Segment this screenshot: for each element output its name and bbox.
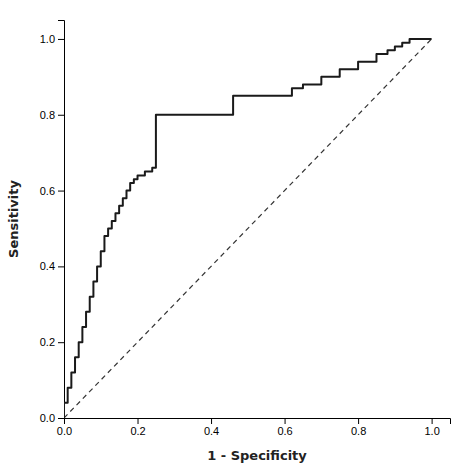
- y-axis-tick-mark: [58, 418, 64, 419]
- y-axis-tick: 0.2: [40, 336, 64, 348]
- y-axis-tick: 0.0: [40, 412, 64, 424]
- y-axis-title: Sensitivity: [6, 180, 21, 258]
- x-axis-tick-label: 0.4: [204, 425, 219, 437]
- y-axis-tick-label: 0.6: [40, 185, 55, 197]
- y-axis-tick: 1.0: [40, 33, 64, 45]
- x-axis-tick-label: 0.8: [351, 425, 366, 437]
- x-axis-tick: 1.0: [424, 418, 439, 437]
- chart: 0.0 0.2 0.4 0.6 0.8 1.0 0.0 0.2 0.4 0.6 0.8 1.0 1 - …: [0, 0, 474, 474]
- y-axis-tick-mark: [58, 266, 64, 267]
- x-axis-tick-mark: [138, 418, 139, 424]
- x-axis-tick: 0.2: [130, 418, 145, 437]
- y-axis-tick-label: 0.4: [40, 260, 55, 272]
- x-axis-tick-label: 1.0: [424, 425, 439, 437]
- x-axis-tick-mark: [358, 418, 359, 424]
- x-axis-tick: 0.0: [57, 418, 72, 437]
- roc-line: [64, 39, 432, 418]
- y-axis-tick: 0.4: [40, 260, 64, 272]
- plot-area: 0.0 0.2 0.4 0.6 0.8 1.0 0.0 0.2 0.4 0.6 0.8 1.0: [40, 21, 451, 437]
- y-axis-tick: 0.6: [40, 185, 64, 197]
- y-axis-tick-label: 1.0: [40, 33, 55, 45]
- y-axis-tick-label: 0.2: [40, 336, 55, 348]
- y-axis-tick-mark: [58, 342, 64, 343]
- y-axis-tick-mark: [58, 39, 64, 40]
- y-axis-tick-mark: [58, 191, 64, 192]
- y-axis-line: [58, 21, 65, 419]
- y-axis-tick-label: 0.8: [40, 109, 55, 121]
- reference-line: [64, 39, 432, 418]
- x-axis-tick: 0.8: [351, 418, 366, 437]
- lines: [64, 39, 432, 418]
- x-axis: 0.0 0.2 0.4 0.6 0.8 1.0: [57, 418, 451, 437]
- x-axis-line: [65, 419, 451, 425]
- x-axis-tick-mark: [285, 418, 286, 424]
- y-axis-tick-mark: [58, 115, 64, 116]
- x-axis-tick-label: 0.6: [277, 425, 292, 437]
- x-axis-title: 1 - Specificity: [207, 448, 307, 463]
- x-axis-tick: 0.6: [277, 418, 292, 437]
- x-axis-tick-mark: [211, 418, 212, 424]
- x-axis-tick: 0.4: [204, 418, 219, 437]
- y-axis-tick: 0.8: [40, 109, 64, 121]
- x-axis-tick-mark: [432, 418, 433, 424]
- y-axis-tick-label: 0.0: [40, 412, 55, 424]
- x-axis-tick-label: 0.0: [57, 425, 72, 437]
- x-axis-tick-label: 0.2: [130, 425, 145, 437]
- y-axis: 0.0 0.2 0.4 0.6 0.8 1.0: [40, 21, 65, 425]
